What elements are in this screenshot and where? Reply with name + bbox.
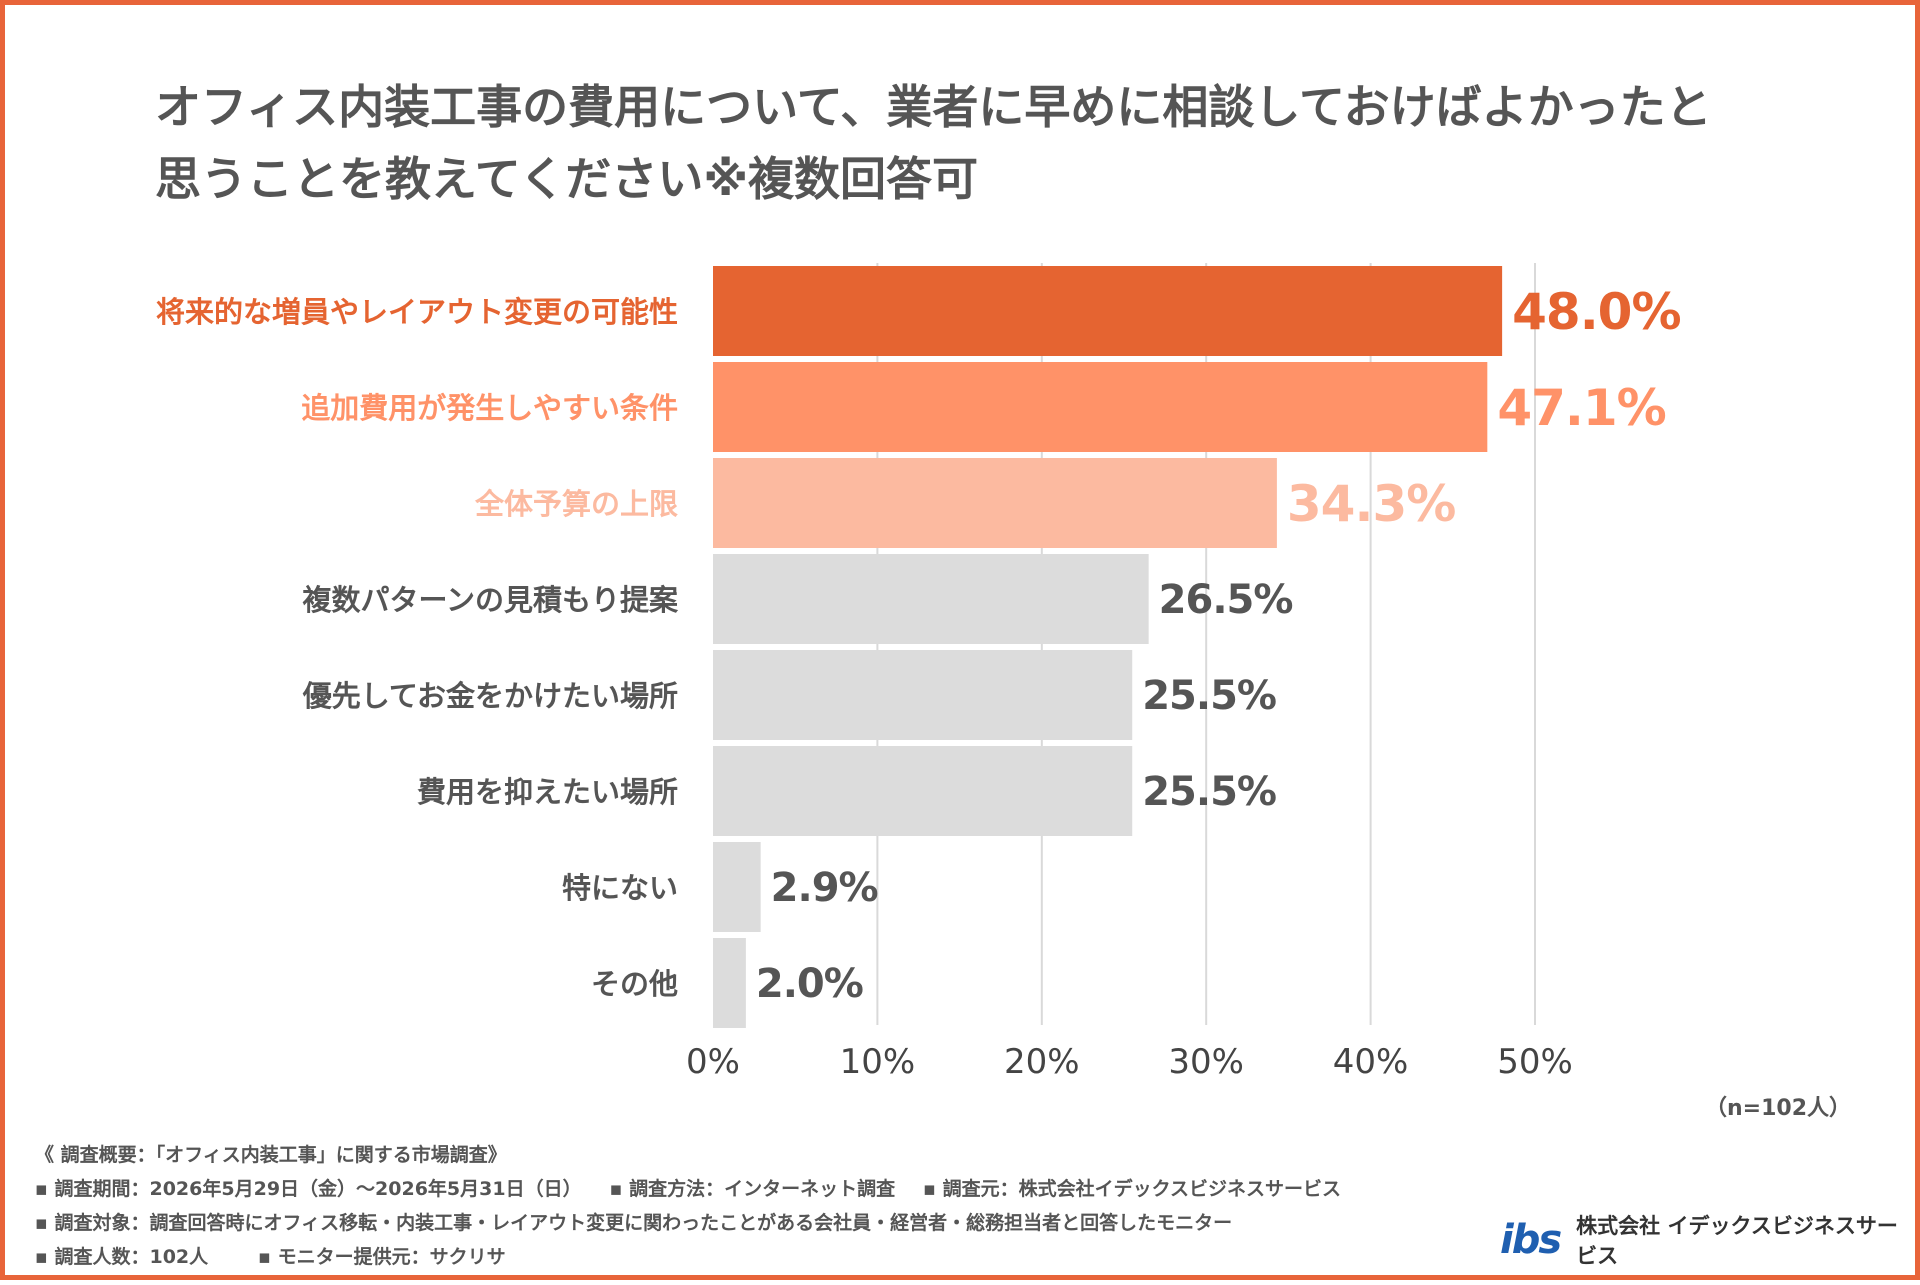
footer-line-count: ▪ 調査人数：102人 ▪ モニター提供元：サクリサ (35, 1240, 1635, 1274)
bar (713, 842, 761, 932)
chart-title-line-2: 思うことを教えてください※複数回答可 (155, 152, 979, 206)
category-label: 将来的な増員やレイアウト変更の可能性 (156, 295, 678, 329)
bar (713, 554, 1149, 644)
category-label: 特にない (562, 871, 678, 905)
data-value-label: 2.0% (756, 961, 863, 1007)
footer-line-period: ▪ 調査期間：2026年5月29日（金）～2026年5月31日（日） ▪ 調査方法… (35, 1172, 1635, 1206)
x-tick-label: 10% (840, 1042, 916, 1082)
footer-period: ▪ 調査期間：2026年5月29日（金）～2026年5月31日（日） (35, 1178, 582, 1200)
bar (713, 746, 1133, 836)
bar (713, 458, 1277, 548)
data-value-label: 2.9% (771, 865, 878, 911)
data-value-label: 48.0% (1512, 283, 1680, 341)
company-name: 株式会社 イデックスビジネスサービス (1576, 1214, 1898, 1268)
chart-title-line-1: オフィス内装工事の費用について、業者に早めに相談しておけばよかったと (155, 80, 1712, 134)
bar-chart: 0% 10% 20% 30% 40% 50% 将来的な増員やレイアウト変更の可能性 48.0%… (156, 263, 1682, 1082)
chart-title: オフィス内装工事の費用について、業者に早めに相談しておけばよかったと 思うことを… (155, 71, 1815, 215)
category-label: 複数パターンの見積もり提案 (302, 583, 679, 617)
data-value-label: 26.5% (1159, 577, 1293, 623)
footer-line-target: ▪ 調査対象：調査回答時にオフィス移転・内装工事・レイアウト変更に関わったことが… (35, 1212, 1233, 1234)
category-label: 追加費用が発生しやすい条件 (301, 391, 678, 425)
category-label: 全体予算の上限 (474, 487, 678, 521)
company-logo: ibs 株式会社 イデックスビジネスサービス (1500, 1214, 1915, 1268)
x-tick-label: 0% (686, 1042, 740, 1082)
footer-method: ▪ 調査方法：インターネット調査 (609, 1178, 896, 1200)
x-tick-label: 50% (1497, 1042, 1573, 1082)
footer-provider: ▪ モニター提供元：サクリサ (258, 1246, 506, 1268)
x-tick-label: 40% (1333, 1042, 1409, 1082)
survey-footer: 《 調査概要：「オフィス内装工事」に関する市場調査》 ▪ 調査期間：2026年5… (35, 1138, 1635, 1274)
bar (713, 650, 1133, 740)
footer-line-overview: 《 調査概要：「オフィス内装工事」に関する市場調査》 (35, 1144, 507, 1166)
data-value-label: 34.3% (1287, 475, 1455, 533)
category-label: その他 (591, 967, 678, 1001)
data-value-label: 25.5% (1142, 673, 1276, 719)
bar (713, 266, 1503, 356)
data-value-label: 47.1% (1497, 379, 1665, 437)
footer-source: ▪ 調査元：株式会社イデックスビジネスサービス (923, 1178, 1342, 1200)
footer-count: ▪ 調査人数：102人 (35, 1246, 209, 1268)
x-tick-label: 20% (1004, 1042, 1080, 1082)
bar (713, 362, 1488, 452)
x-tick-label: 30% (1168, 1042, 1244, 1082)
sample-size-label: （n=102人） (1705, 1096, 1852, 1121)
category-label: 優先してお金をかけたい場所 (302, 679, 678, 713)
ibs-logo-icon: ibs (1500, 1217, 1562, 1263)
category-label: 費用を抑えたい場所 (417, 775, 678, 809)
bar (713, 938, 746, 1028)
data-value-label: 25.5% (1142, 769, 1276, 815)
